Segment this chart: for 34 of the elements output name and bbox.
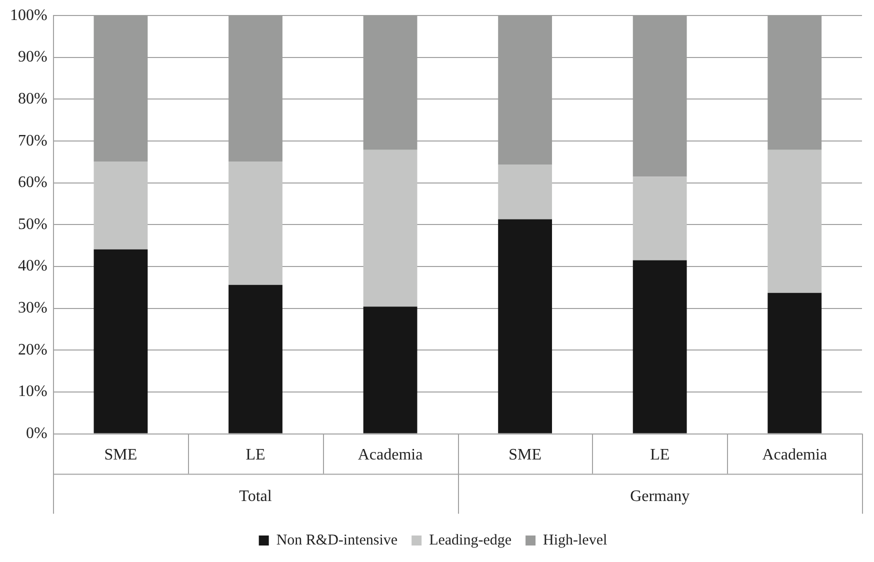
y-tick-label: 20% bbox=[18, 341, 48, 358]
x-tick-label: Academia bbox=[358, 446, 423, 464]
x-tick-label: SME bbox=[104, 446, 138, 464]
bar bbox=[94, 249, 148, 434]
x-tick-label: Academia bbox=[762, 446, 828, 464]
bar bbox=[363, 150, 418, 307]
y-tick-label: 90% bbox=[18, 48, 48, 66]
y-tick-label: 80% bbox=[18, 90, 48, 108]
y-tick-label: 100% bbox=[10, 6, 48, 24]
bar bbox=[632, 176, 687, 260]
bar bbox=[94, 162, 148, 250]
bar bbox=[498, 219, 552, 434]
bar bbox=[498, 164, 552, 220]
x-tick-label: LE bbox=[246, 446, 266, 464]
y-tick-label: 60% bbox=[18, 174, 48, 192]
bar bbox=[632, 260, 687, 434]
text: Germany bbox=[630, 488, 690, 506]
legend-label: Non R&D-intensive bbox=[276, 532, 398, 548]
y-tick-label: 10% bbox=[18, 383, 48, 400]
text: Total bbox=[239, 488, 272, 506]
y-tick-label: 30% bbox=[18, 300, 48, 317]
legend-label: High-level bbox=[543, 532, 608, 548]
x-tick-label: LE bbox=[650, 446, 670, 464]
bar bbox=[768, 150, 822, 293]
y-tick-label: 40% bbox=[18, 258, 48, 275]
bar bbox=[768, 292, 822, 434]
x-tick-label: SME bbox=[508, 446, 542, 464]
y-tick-label: 70% bbox=[18, 132, 48, 150]
bar bbox=[228, 162, 282, 285]
bar bbox=[363, 306, 418, 434]
y-tick-label: 0% bbox=[26, 425, 48, 442]
y-tick-label: 50% bbox=[18, 216, 48, 233]
legend-label: Leading-edge bbox=[429, 532, 512, 548]
bar bbox=[228, 284, 282, 434]
